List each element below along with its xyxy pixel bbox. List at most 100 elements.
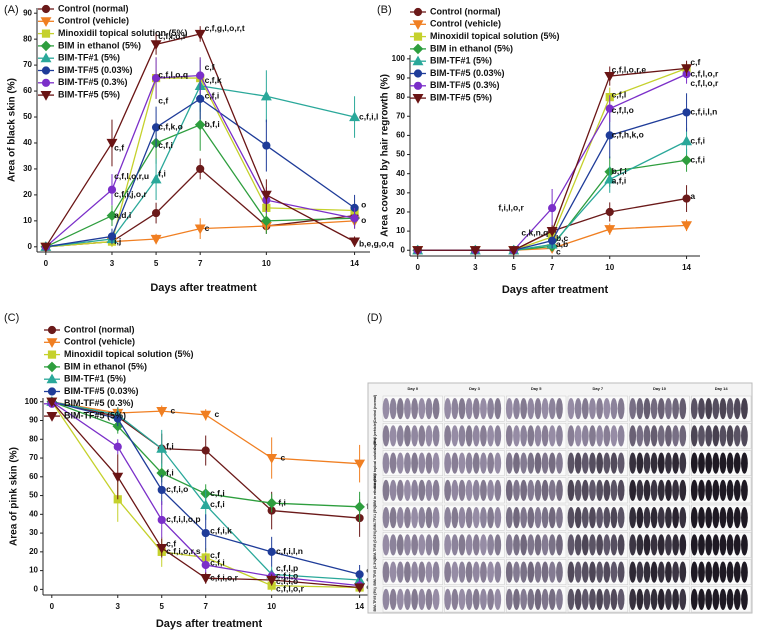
mouse [603,507,611,529]
mouse [733,561,741,583]
y-tick-label: 20 [23,190,32,199]
mouse [617,479,625,501]
annotation: c,f,i [210,557,225,567]
mouse [556,534,563,556]
mouse [548,398,556,420]
legend-marker [413,69,423,78]
mouse [458,534,466,556]
x-tick-label: 7 [198,259,203,268]
series-line [51,401,360,519]
mouse [698,534,705,556]
legend-marker [47,350,57,359]
data-point [196,94,205,103]
mouse [741,479,748,501]
mouse [472,479,480,501]
mouse [610,507,618,529]
mouse [705,507,713,529]
mouse [650,398,658,420]
mouse [556,452,563,474]
mouse [657,452,665,474]
mouse [487,588,494,610]
mouse [411,561,419,583]
data-point [266,453,278,464]
mouse [719,588,727,610]
y-tick-label: 70 [396,111,405,120]
mouse [589,452,596,474]
mouse [610,452,618,474]
data-point [112,472,124,483]
mouse [741,425,748,447]
legend-marker [46,412,58,422]
mouse [650,534,658,556]
panel-label: (B) [377,4,392,16]
mouse [465,425,473,447]
legend-marker [41,4,51,14]
mouse [527,398,535,420]
annotation: c,f,i,k [210,525,232,535]
mouse [581,425,589,447]
mouse [527,588,535,610]
mouse [581,398,589,420]
row-label: Control (vehicle) [373,422,377,450]
mouse [698,452,705,474]
mouse [733,588,741,610]
mouse [610,479,618,501]
mouse [396,398,404,420]
series-line [51,401,360,465]
mouse [650,479,658,501]
mouse [617,398,625,420]
mouse [567,425,575,447]
mouse [465,452,473,474]
mouse [425,507,433,529]
mouse [679,452,687,474]
mouse [465,588,473,610]
annotation: c [556,246,561,256]
mouse [690,588,698,610]
mouse [636,398,644,420]
mouse [451,534,459,556]
mouse [567,507,575,529]
mouse [534,425,542,447]
mouse [556,561,563,583]
mouse [603,534,611,556]
x-axis-label: Days after treatment [502,284,609,296]
data-point [201,528,210,538]
y-tick-label: 90 [23,8,32,17]
row-label: BIM-TF#5 (0.3%) [373,559,377,586]
mouse [603,452,611,474]
data-point [605,131,614,140]
mouse [657,561,665,583]
mouse [520,507,528,529]
mouse [487,398,494,420]
data-point [261,215,272,227]
mouse [396,479,404,501]
data-point [260,190,272,201]
mouse [574,452,582,474]
mouse [567,398,575,420]
mouse [418,452,426,474]
legend-label: BIM-TF#1 (5%) [430,56,492,66]
data-point [196,164,205,174]
mouse [425,452,433,474]
annotation: b,c [556,233,569,243]
legend-label: Control (normal) [64,324,135,334]
mouse [396,561,404,583]
mouse [665,561,672,583]
y-tick-label: 100 [25,397,39,406]
row-label: BIM-TF#5 (5%) [373,587,377,611]
legend-label: BIM-TF#5 (0.03%) [58,65,133,75]
mouse [567,452,575,474]
mouse [382,534,390,556]
data-point [260,90,272,101]
data-point [469,246,481,256]
mouse [513,425,520,447]
mouse [643,534,651,556]
annotation: i,j [114,236,121,246]
mouse [404,425,411,447]
mouse [589,398,596,420]
legend-marker [41,78,51,87]
annotation: c,f,h,k,o [612,130,644,140]
legend-label: Control (vehicle) [64,337,135,347]
mouse [672,425,679,447]
data-point [156,407,168,417]
